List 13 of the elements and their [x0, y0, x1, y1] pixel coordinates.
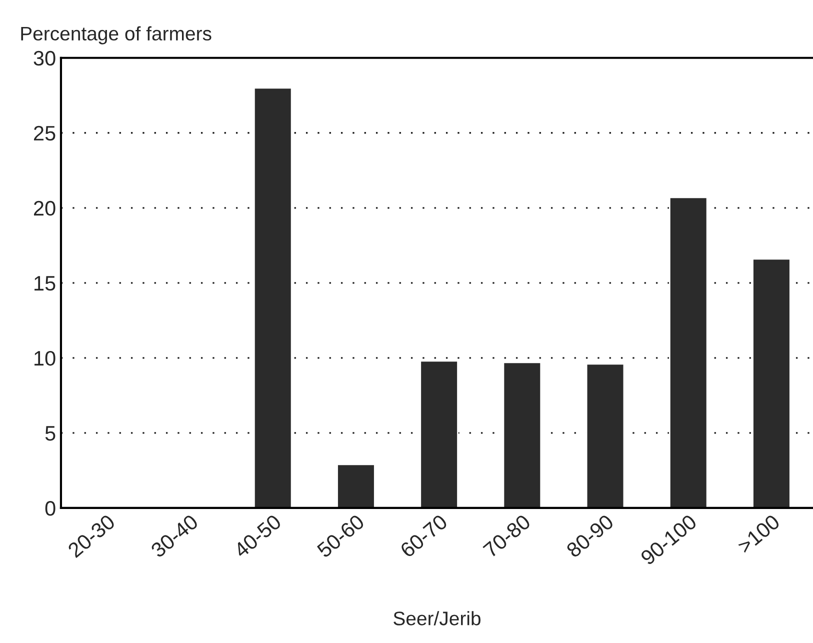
bar: [502, 362, 542, 508]
y-tick-label: 20: [34, 200, 56, 216]
y-tick-label: 5: [45, 426, 56, 441]
x-axis-title: Seer/Jerib: [394, 611, 480, 626]
bar: [253, 87, 292, 508]
bar: [586, 363, 625, 508]
y-tick-label: 25: [34, 126, 56, 141]
y-tick-label: 10: [34, 350, 56, 366]
y-axis-title: Percentage of farmers: [21, 26, 212, 44]
y-tick-label: 30: [34, 50, 56, 66]
bar: [336, 464, 376, 508]
y-tick-label: 0: [45, 500, 56, 516]
y-tick-label: 15: [34, 276, 56, 291]
